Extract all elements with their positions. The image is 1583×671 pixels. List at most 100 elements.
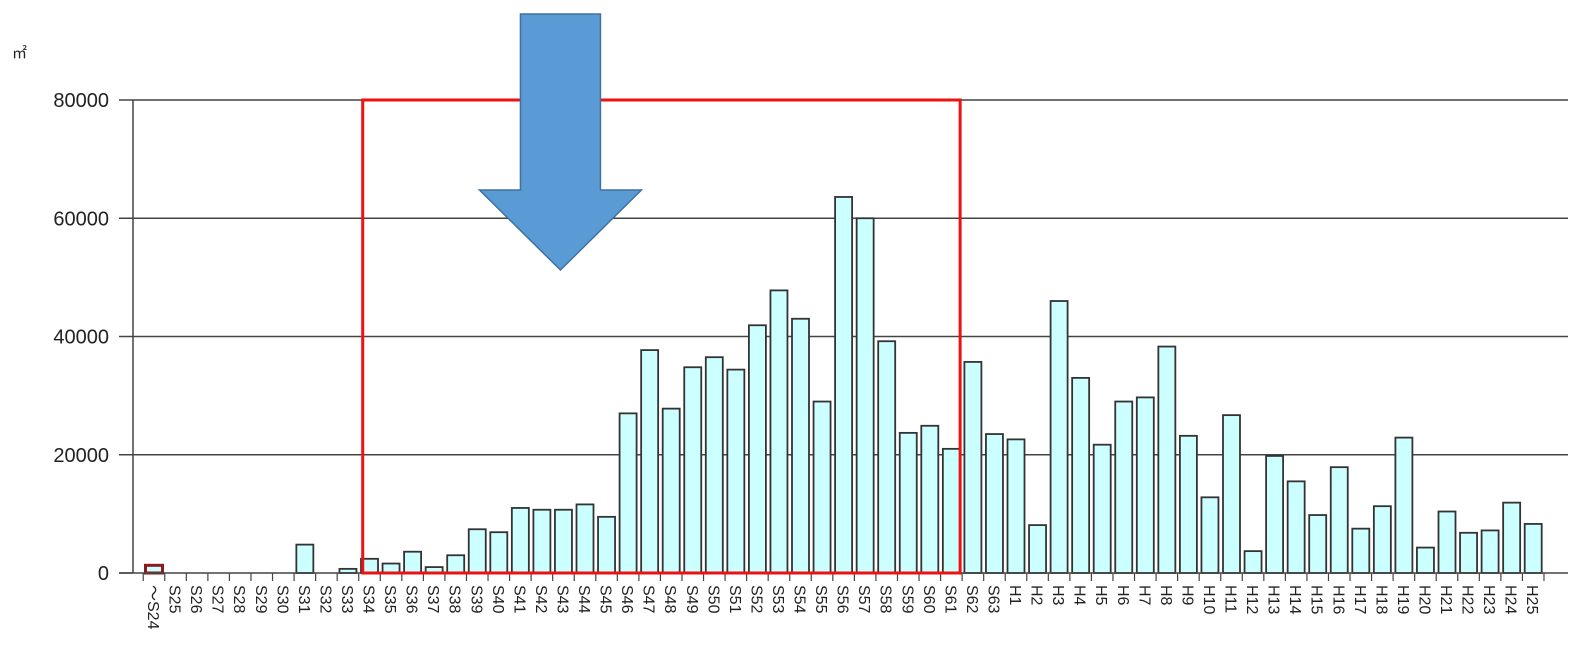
x-tick-label: S55	[812, 585, 829, 614]
x-tick-label: S52	[747, 585, 764, 614]
x-tick-label: H3	[1049, 585, 1066, 606]
bar-S31	[295, 543, 315, 574]
axis-layer: 0 20000 40000 60000 80000 ～S24 S25 S26 S27 S28 S29…	[53, 90, 1568, 630]
x-tick-label: H9	[1178, 585, 1195, 606]
highlight-rectangle	[361, 98, 962, 575]
x-tick-label: H15	[1308, 585, 1325, 614]
bar-S46	[618, 412, 638, 574]
bar-S44	[575, 503, 595, 574]
x-tick-label: S49	[683, 585, 700, 614]
bar-S48	[661, 407, 681, 574]
bar-S45	[597, 515, 616, 574]
bar-H17	[1351, 527, 1371, 574]
bar-H8	[1157, 345, 1177, 574]
x-tick-label: S50	[704, 585, 721, 614]
bar-H20	[1416, 546, 1435, 574]
x-tick-label: S31	[295, 585, 312, 614]
bar-S38	[446, 554, 466, 574]
x-tick-label: H21	[1437, 585, 1454, 614]
x-tick-label: S37	[424, 585, 441, 614]
overlay-layer	[361, 13, 962, 575]
x-tick-label: S51	[726, 585, 743, 614]
x-tick-label: S45	[597, 585, 614, 614]
bar-S40	[489, 531, 509, 574]
y-tick-label: 20000	[53, 445, 109, 467]
bar-S60	[920, 424, 940, 574]
bar-H14	[1286, 480, 1306, 574]
x-tick-label: H20	[1415, 585, 1432, 614]
x-tick-label: S41	[510, 585, 527, 614]
x-tick-label: S35	[381, 585, 398, 614]
bar-S49	[683, 366, 703, 574]
x-tick-label: S25	[166, 585, 183, 614]
bar-H5	[1092, 443, 1112, 574]
y-tick-label: 0	[98, 563, 109, 585]
x-tick-label: S57	[855, 585, 872, 614]
y-tick-label: 40000	[53, 327, 109, 349]
x-tick-label: S60	[920, 585, 937, 614]
bar-H7	[1135, 396, 1155, 574]
x-tick-label: S29	[252, 585, 269, 614]
bar-layer	[144, 196, 1543, 575]
x-tick-label: H22	[1459, 585, 1476, 614]
y-unit-label: ㎡	[12, 45, 27, 62]
bar-H11	[1222, 414, 1241, 574]
bar-H15	[1308, 514, 1328, 574]
x-tick-label: S63	[984, 585, 1001, 614]
x-tick-label: H8	[1157, 585, 1174, 606]
bar-H9	[1179, 434, 1198, 574]
bar-H16	[1329, 466, 1349, 574]
x-tick-label: ～S24	[144, 585, 161, 630]
x-tick-label: H24	[1502, 585, 1519, 614]
x-tick-label: S42	[532, 585, 549, 614]
x-tick-label: H17	[1351, 585, 1368, 614]
bar-H19	[1394, 436, 1414, 574]
x-tick-label: S48	[661, 585, 678, 614]
bar-H22	[1459, 531, 1478, 574]
x-tick-label: H13	[1265, 585, 1282, 614]
x-tick-label: H11	[1222, 585, 1239, 613]
x-tick-label: H10	[1200, 585, 1217, 614]
bar-H3	[1049, 300, 1069, 574]
x-tick-label: S32	[316, 585, 333, 614]
x-tick-label: S54	[791, 585, 808, 614]
x-tick-label: H23	[1480, 585, 1497, 614]
bar-H13	[1265, 455, 1284, 574]
x-tick-label: S27	[209, 585, 226, 614]
bar-S57	[855, 217, 875, 574]
bar-S50	[704, 356, 724, 574]
x-tick-label: S59	[898, 585, 915, 614]
bar-S52	[748, 324, 767, 574]
bar-H2	[1028, 524, 1047, 574]
bar-H18	[1372, 505, 1392, 574]
x-tick-label: S58	[877, 585, 894, 614]
bar-H21	[1437, 510, 1457, 574]
bar-S53	[769, 289, 789, 574]
bar-S42	[532, 508, 552, 574]
bar-S61	[941, 447, 961, 574]
x-tick-label: H1	[1006, 585, 1023, 606]
y-tick-label: 60000	[53, 208, 109, 230]
x-tick-label: S38	[446, 585, 463, 614]
bar-S47	[640, 349, 660, 574]
x-tick-label: H2	[1028, 585, 1045, 606]
bar-H25	[1523, 523, 1543, 574]
bar-H23	[1480, 529, 1500, 574]
x-tick-label: S28	[230, 585, 247, 614]
bar-S59	[898, 431, 918, 574]
x-tick-label: H25	[1523, 585, 1540, 614]
x-tick-label: H12	[1243, 585, 1260, 614]
x-tick-label: H6	[1114, 585, 1131, 606]
x-tick-label: H4	[1071, 585, 1088, 606]
x-tick-label: H18	[1372, 585, 1389, 614]
bar-S39	[467, 528, 487, 574]
bar-H4	[1071, 376, 1091, 574]
bar-S51	[726, 368, 746, 574]
bar-H6	[1114, 400, 1134, 574]
bar-H12	[1243, 550, 1263, 574]
bar-H1	[1006, 438, 1026, 574]
x-tick-label: S46	[618, 585, 635, 614]
bar-S55	[812, 400, 832, 574]
